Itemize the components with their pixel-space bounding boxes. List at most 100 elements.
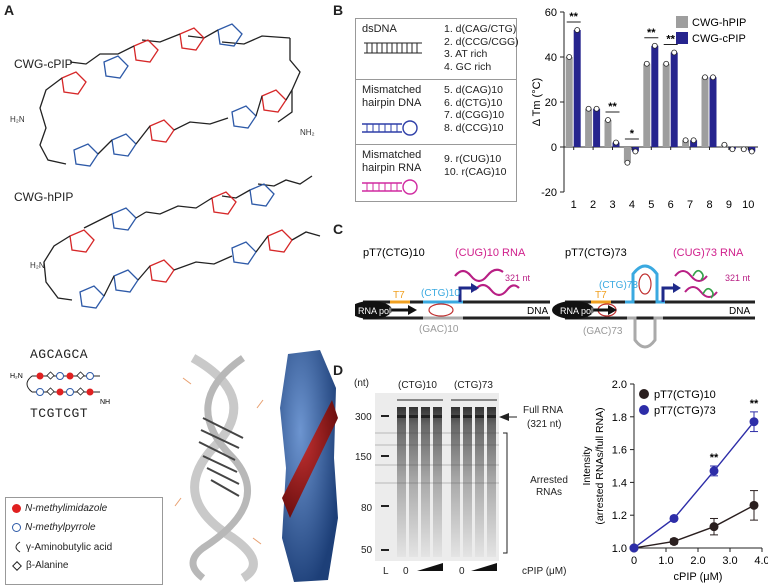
data-point	[593, 105, 600, 112]
bar	[604, 120, 612, 147]
right-nt-label: 321 nt	[725, 273, 751, 283]
legend-label: pT7(CTG)10	[654, 389, 716, 401]
hpip-label: CWG-hPIP	[14, 190, 74, 204]
data-point	[709, 522, 719, 532]
gel-image	[375, 393, 517, 571]
x-tick-label: 0	[631, 555, 637, 567]
marker-300: 300	[355, 412, 372, 423]
marker-50: 50	[361, 545, 373, 556]
bar	[593, 108, 601, 147]
lane-group-ctg10: (CTG)10	[398, 380, 437, 391]
bar	[701, 77, 709, 147]
dna-ribbon-model	[174, 354, 264, 582]
legend-swatch	[676, 32, 688, 44]
space-filling-model	[280, 350, 338, 582]
table-item: 9. r(CUG)10	[444, 153, 502, 165]
left-t7-label: T7	[393, 290, 405, 301]
right-gac-label: (GAC)73	[583, 326, 623, 337]
bar	[651, 45, 659, 147]
legend-label: pT7(CTG)73	[654, 405, 716, 417]
y-tick-label: 0	[551, 142, 557, 154]
y-axis-label-line1: Intensity	[581, 446, 593, 486]
significance-mark: *	[630, 128, 635, 140]
data-point	[566, 54, 573, 60]
data-point	[702, 74, 708, 81]
table-item: 5. d(CAG)10	[444, 84, 503, 96]
x-tick-label: 2	[590, 199, 596, 211]
left-nt-label: 321 nt	[505, 273, 531, 283]
data-point	[605, 117, 611, 123]
svg-text:NH₂: NH₂	[300, 128, 315, 137]
panel-c-label: C	[333, 221, 344, 237]
red-filled-circle-icon	[12, 504, 21, 513]
right-title: pT7(CTG)73	[565, 247, 627, 259]
bar	[690, 140, 698, 147]
data-point	[669, 536, 679, 546]
data-point	[749, 500, 759, 510]
cpip-conc-label: cPIP (μM)	[522, 566, 567, 577]
table-row-hairpin-rna: Mismatched hairpin RNA 9. r(CUG)10 10. r…	[356, 145, 516, 201]
data-point	[710, 74, 716, 81]
svg-text:NH₂: NH₂	[100, 399, 110, 406]
hairpin-dna-icon	[362, 120, 418, 136]
panel-a-label: A	[4, 2, 15, 18]
legend-marker	[639, 405, 649, 415]
diamond-icon	[12, 560, 22, 571]
x-tick-label: 3.0	[722, 555, 737, 567]
data-point	[632, 148, 639, 155]
right-dna-label: DNA	[729, 306, 750, 317]
data-point	[721, 141, 728, 148]
right-ctg-label: (CTG)73	[599, 280, 638, 291]
legend-label: CWG-hPIP	[692, 17, 746, 29]
table-item: 6. d(CTG)10	[444, 96, 503, 109]
x-tick-label: 4	[629, 199, 635, 211]
x-tick-label: 2.0	[690, 555, 705, 567]
right-rnapol-label: RNA pol	[560, 306, 593, 316]
y-tick-label: 1.6	[612, 445, 627, 457]
y-axis-label-line2: (arrested RNAs/full RNA)	[594, 407, 606, 524]
data-point	[729, 146, 736, 153]
panel-b-label: B	[333, 2, 344, 18]
data-point	[669, 513, 679, 523]
significance-mark: **	[666, 34, 675, 46]
y-tick-label: -20	[541, 187, 557, 199]
series-line	[633, 504, 755, 549]
bar	[573, 30, 581, 147]
x-tick-label: 6	[668, 199, 674, 211]
y-tick-label: 1.8	[612, 412, 627, 424]
y-axis-label: Δ Tm (°C)	[531, 78, 543, 126]
sequence-top: AGCAGCA	[30, 347, 89, 362]
x-tick-label: 5	[648, 199, 654, 211]
target-table: dsDNA 1. d(CAG/CTG) 2. d(CCG/CGG) 3. AT …	[355, 18, 519, 202]
sequence-bottom: TCGTCGT	[30, 406, 89, 421]
legend-item-n-methylpyrrole: N-methylpyrrole	[12, 522, 96, 533]
table-item: 4. GC rich	[444, 60, 492, 73]
bar	[682, 140, 690, 147]
data-point	[671, 49, 678, 56]
significance-mark: **	[647, 27, 656, 39]
significance-mark: **	[569, 11, 578, 23]
turn-symbol-icon	[15, 541, 21, 553]
significance-mark: **	[710, 452, 719, 464]
cpip-label: CWG-cPIP	[14, 57, 73, 71]
full-rna-length: (321 nt)	[527, 419, 562, 430]
bar	[662, 63, 670, 147]
bar	[585, 108, 593, 147]
table-item: 7. d(CGG)10	[444, 109, 505, 121]
dsdna-icon	[364, 42, 422, 54]
bar	[709, 77, 717, 147]
zero-label-1: 0	[403, 566, 409, 577]
x-tick-label: 4.0	[754, 555, 768, 567]
table-item: 8. d(CCG)10	[444, 121, 504, 134]
data-point	[574, 27, 581, 33]
x-tick-label: 8	[706, 199, 712, 211]
data-point	[643, 60, 650, 67]
lane-group-ctg73: (CTG)73	[454, 380, 493, 391]
bar	[623, 147, 631, 163]
chemical-structures: H₂N NH₂ H₂N	[10, 23, 321, 309]
y-tick-label: 1.4	[612, 477, 627, 489]
panel-d-label: D	[333, 362, 344, 378]
legend-item-n-methylimidazole: N-methylimidazole	[12, 503, 107, 514]
table-row-hairpin-dna: Mismatched hairpin DNA 5. d(CAG)10 6. d(…	[356, 80, 516, 145]
data-point	[690, 137, 697, 144]
